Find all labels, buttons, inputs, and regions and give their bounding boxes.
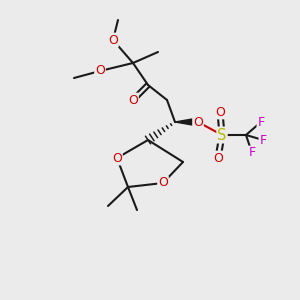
Text: O: O [158,176,168,190]
Text: O: O [112,152,122,164]
Text: O: O [213,152,223,164]
Text: O: O [128,94,138,106]
Text: F: F [248,146,256,160]
Text: F: F [260,134,267,146]
Text: S: S [217,128,227,142]
Text: O: O [95,64,105,77]
Text: O: O [215,106,225,118]
Polygon shape [175,118,198,126]
Text: O: O [108,34,118,46]
Text: F: F [257,116,265,128]
Text: O: O [193,116,203,128]
